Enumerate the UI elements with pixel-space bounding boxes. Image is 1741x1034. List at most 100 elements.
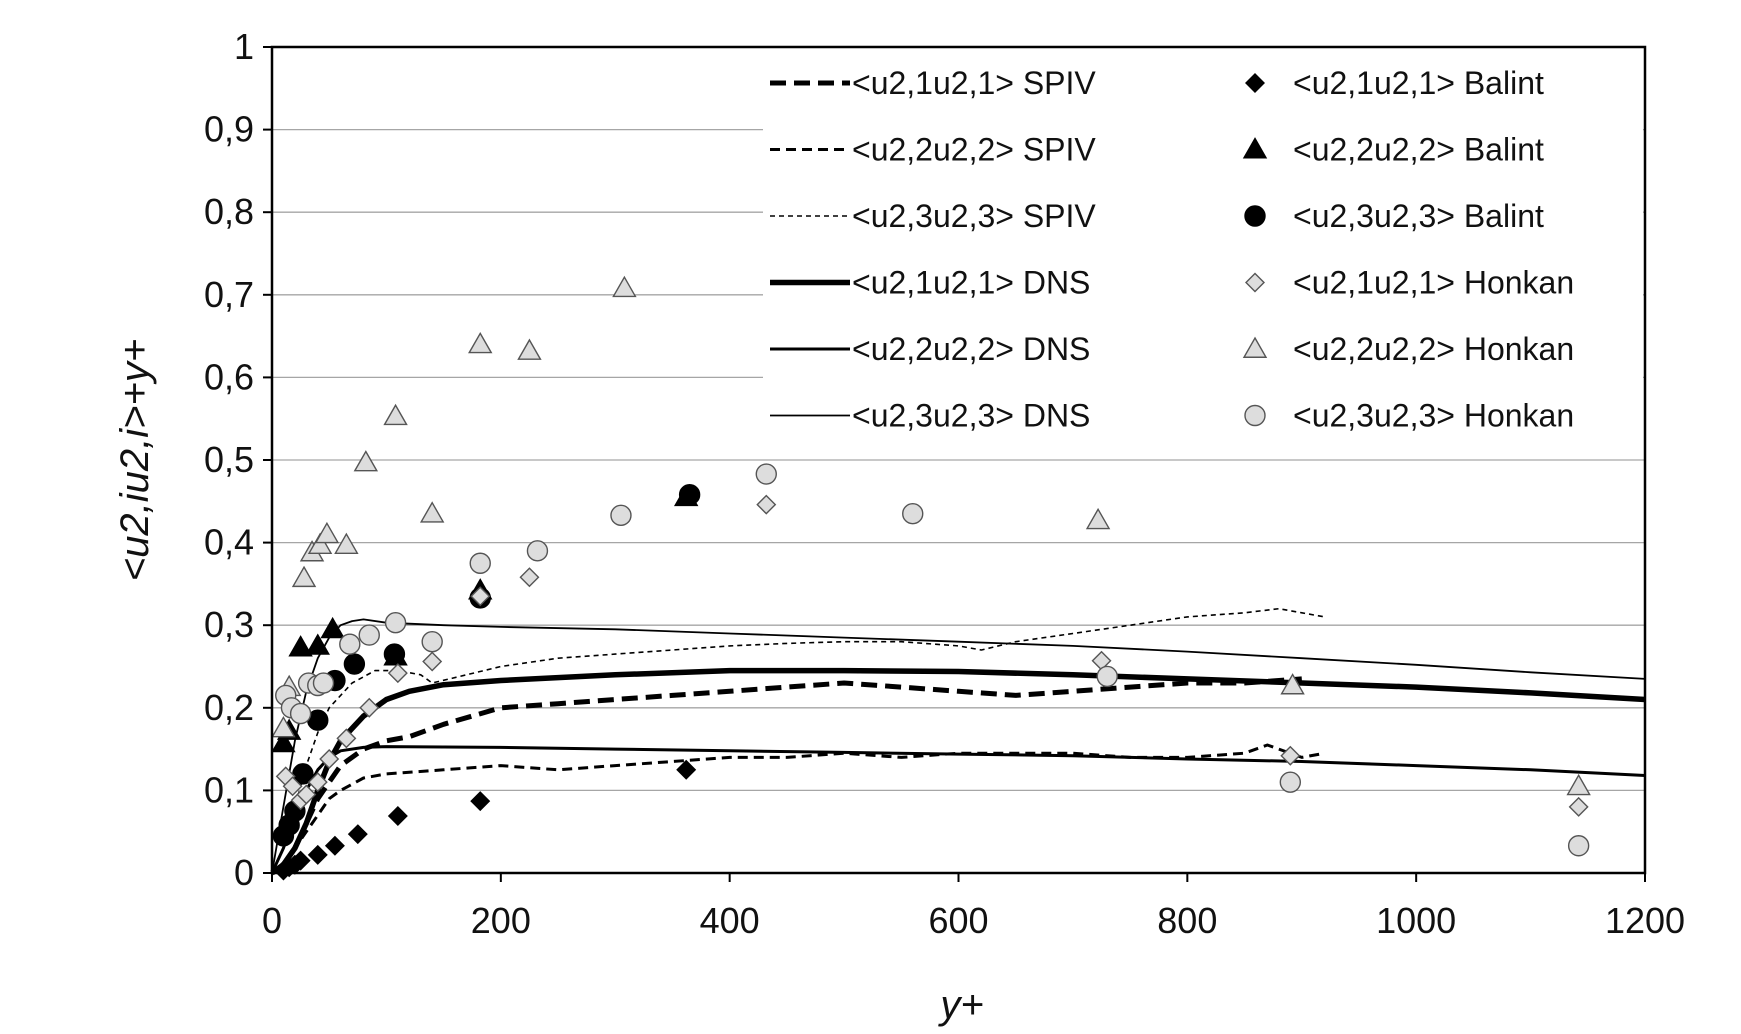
- data-point: [296, 784, 317, 805]
- legend-item: <u2,2u2,2> Honkan: [1242, 331, 1574, 367]
- legend-item: <u2,1u2,1> SPIV: [770, 65, 1096, 101]
- legend-marker-swatch: [1242, 137, 1268, 159]
- data-point: [353, 450, 379, 472]
- data-point: [421, 631, 443, 653]
- data-point: [383, 643, 406, 665]
- legend: <u2,1u2,1> SPIV <u2,2u2,2> SPIV <u2,3u2,3>…: [770, 65, 1574, 434]
- data-point: [610, 504, 632, 527]
- x-tick-label: 1000: [1376, 900, 1456, 941]
- data-point: [755, 463, 777, 485]
- data-point: [383, 403, 408, 426]
- data-point: [320, 616, 345, 639]
- series-line: [282, 607, 1325, 849]
- plot-series: [270, 275, 1646, 881]
- data-point: [1279, 771, 1302, 793]
- data-point: [305, 633, 330, 655]
- legend-background: [763, 57, 1643, 452]
- data-point: [271, 716, 296, 738]
- y-tick-label: 0,3: [204, 604, 254, 645]
- data-point: [307, 844, 328, 865]
- legend-label: <u2,1u2,1> Honkan: [1293, 265, 1574, 301]
- data-point: [271, 730, 296, 753]
- y-tick-label: 0,4: [204, 522, 254, 563]
- series-3: [282, 607, 1325, 849]
- legend-marker-swatch: [1242, 336, 1268, 358]
- legend-label: <u2,2u2,2> Honkan: [1293, 331, 1574, 367]
- legend-item: <u2,2u2,2> DNS: [770, 331, 1090, 367]
- x-tick-label: 600: [928, 900, 988, 941]
- data-point: [1567, 835, 1590, 857]
- data-point: [324, 835, 345, 856]
- legend-item: <u2,3u2,3> Honkan: [1244, 398, 1574, 434]
- data-point: [289, 702, 312, 725]
- legend-label: <u2,1u2,1> Balint: [1293, 65, 1544, 101]
- data-point: [1566, 773, 1591, 796]
- legend-label: <u2,3u2,3> SPIV: [852, 198, 1096, 234]
- legend-label: <u2,2u2,2> DNS: [852, 331, 1090, 367]
- x-tick-label: 0: [262, 900, 282, 941]
- x-tick-label: 1200: [1605, 900, 1685, 941]
- data-point: [358, 624, 380, 646]
- data-point: [384, 612, 407, 634]
- data-point: [288, 635, 313, 657]
- y-tick-label: 0,1: [204, 769, 254, 810]
- data-point: [517, 338, 542, 360]
- data-point: [319, 749, 340, 770]
- series-12: [275, 463, 1590, 857]
- y-tick-label: 0,5: [204, 439, 254, 480]
- y-tick-label: 0: [234, 852, 254, 893]
- legend-item: <u2,1u2,1> Balint: [1245, 65, 1544, 101]
- legend-item: <u2,3u2,3> Balint: [1244, 198, 1544, 234]
- legend-label: <u2,1u2,1> SPIV: [852, 65, 1096, 101]
- data-point: [334, 532, 359, 555]
- data-point: [307, 532, 333, 555]
- legend-marker-swatch: [1244, 205, 1266, 227]
- legend-item: <u2,1u2,1> Honkan: [1245, 265, 1574, 301]
- legend-label: <u2,3u2,3> Honkan: [1293, 398, 1574, 434]
- x-tick-label: 400: [700, 900, 760, 941]
- data-point: [470, 586, 491, 607]
- data-point: [339, 633, 361, 655]
- legend-marker-swatch: [1244, 404, 1266, 427]
- data-point: [1096, 665, 1118, 688]
- y-tick-label: 0,6: [204, 356, 254, 397]
- data-point: [290, 850, 311, 871]
- data-point: [419, 501, 445, 523]
- legend-label: <u2,2u2,2> SPIV: [852, 132, 1096, 168]
- y-tick-label: 1: [234, 26, 254, 67]
- data-point: [347, 824, 368, 845]
- data-point: [336, 728, 357, 749]
- x-tick-label: 200: [471, 900, 531, 941]
- data-point: [314, 521, 340, 544]
- legend-label: <u2,1u2,1> DNS: [852, 265, 1090, 301]
- data-point: [307, 772, 328, 793]
- data-point: [387, 806, 408, 826]
- data-point: [1568, 796, 1589, 817]
- data-point: [422, 651, 443, 672]
- y-tick-label: 0,2: [204, 687, 254, 728]
- data-point: [756, 494, 777, 515]
- data-point: [678, 483, 701, 506]
- series-4: [270, 667, 1646, 876]
- series-11: [271, 275, 1591, 796]
- data-point: [902, 502, 924, 525]
- y-tick-label: 0,7: [204, 274, 254, 315]
- series-10: [275, 494, 1589, 817]
- data-point: [468, 331, 493, 354]
- legend-marker-swatch: [1245, 73, 1265, 93]
- axes: [263, 45, 1647, 882]
- data-point: [1280, 745, 1301, 766]
- data-point: [469, 552, 491, 574]
- legend-item: <u2,1u2,1> DNS: [770, 265, 1090, 301]
- legend-item: <u2,2u2,2> Balint: [1242, 132, 1544, 168]
- data-point: [519, 567, 540, 588]
- data-point: [1280, 673, 1305, 695]
- data-point: [612, 275, 637, 298]
- data-point: [470, 791, 491, 812]
- x-axis-title: y+: [937, 983, 983, 1027]
- legend-item: <u2,3u2,3> SPIV: [770, 198, 1096, 234]
- data-point: [359, 697, 380, 718]
- plot-frame: [270, 45, 1647, 875]
- data-point: [387, 663, 408, 684]
